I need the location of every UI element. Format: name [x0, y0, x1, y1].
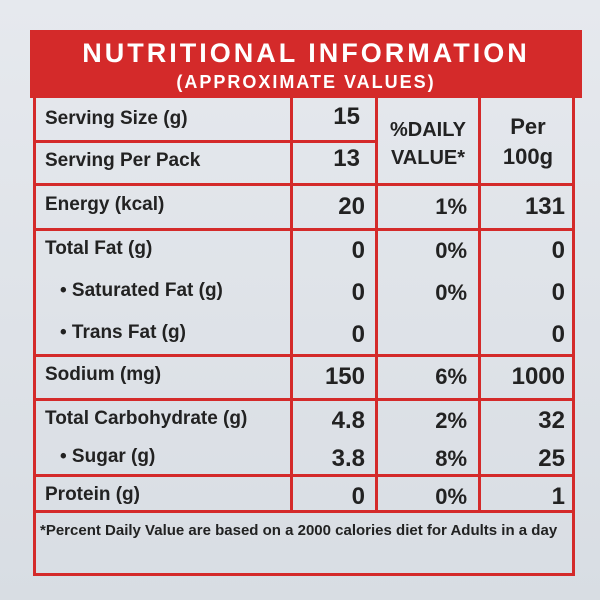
rule: [375, 98, 378, 510]
column-header: %DAILY VALUE*: [390, 119, 466, 169]
column-header: Per 100g: [502, 114, 554, 169]
rule: [33, 228, 575, 231]
per-100g: 0: [551, 279, 565, 306]
rule: [33, 474, 575, 477]
row-label: • Sugar (g): [60, 446, 156, 467]
daily-value: 6%: [435, 364, 467, 389]
row-label: Total Carbohydrate (g): [45, 408, 248, 429]
per-100g: 25: [538, 445, 565, 472]
row-value: 0: [351, 483, 365, 510]
daily-value: 0%: [435, 484, 467, 509]
daily-value: 2%: [435, 408, 467, 433]
row-label: • Trans Fat (g): [60, 322, 186, 343]
row-value: 4.8: [331, 407, 365, 434]
row-value: 15: [333, 103, 360, 130]
row-label: Serving Per Pack: [45, 150, 201, 171]
rule: [290, 98, 293, 510]
row-value: 150: [324, 363, 365, 390]
daily-value: 8%: [435, 446, 467, 471]
row-value: 20: [338, 193, 365, 220]
row-label: Energy (kcal): [45, 194, 165, 215]
row-label: Protein (g): [45, 484, 140, 505]
per-100g: 1: [551, 483, 565, 510]
row-label: Total Fat (g): [45, 238, 153, 259]
row-label: • Saturated Fat (g): [60, 280, 223, 301]
row-value: 0: [351, 237, 365, 264]
row-label: Serving Size (g): [45, 108, 188, 129]
rule: [33, 140, 375, 143]
row-value: 0: [351, 279, 365, 306]
rule: [33, 510, 575, 513]
per-100g: 1000: [511, 363, 565, 390]
per-100g: 0: [551, 321, 565, 348]
per-100g: 131: [524, 193, 565, 220]
row-value: 13: [333, 145, 360, 172]
daily-value: 0%: [435, 238, 467, 263]
per-100g: 0: [551, 237, 565, 264]
rule: [33, 354, 575, 357]
rule: [478, 98, 481, 510]
per-100g: 32: [538, 407, 565, 434]
daily-value: 0%: [435, 280, 467, 305]
row-label: Sodium (mg): [45, 364, 162, 385]
title: NUTRITIONAL INFORMATION: [82, 38, 530, 68]
subtitle: (APPROXIMATE VALUES): [176, 72, 436, 92]
rule: [33, 398, 575, 401]
table-border: [33, 98, 575, 576]
rule: [33, 183, 575, 186]
daily-value: 1%: [435, 194, 467, 219]
header-band: [30, 30, 582, 98]
row-value: 0: [351, 321, 365, 348]
row-value: 3.8: [331, 445, 365, 472]
footnote: *Percent Daily Value are based on a 2000…: [40, 522, 558, 539]
